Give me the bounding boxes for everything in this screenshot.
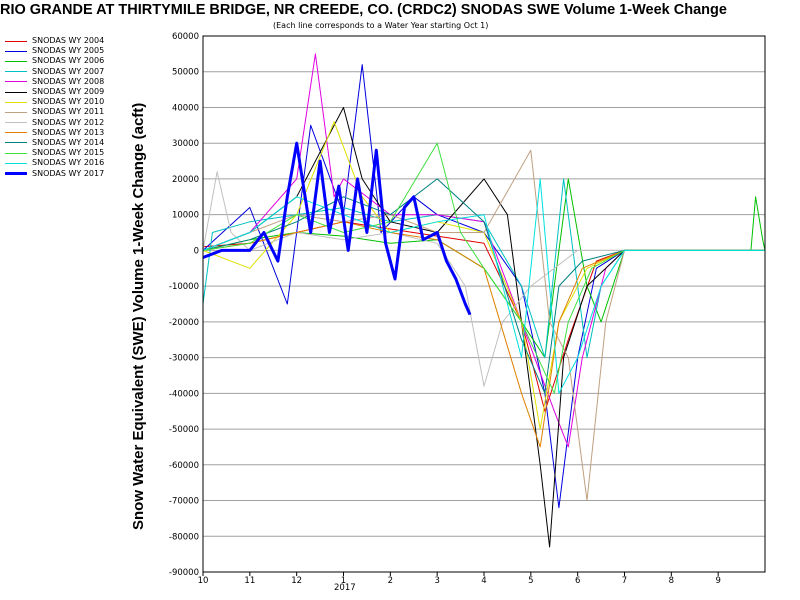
legend: SNODAS WY 2004 SNODAS WY 2005 SNODAS WY 20… [0, 36, 130, 179]
x-tick-label: 10 [198, 576, 209, 586]
x-year-label: 2017 [334, 583, 356, 593]
legend-item: SNODAS WY 2012 [0, 118, 130, 128]
legend-label: SNODAS WY 2011 [32, 107, 105, 117]
y-tick-labels: 60000 50000 40000 30000 20000 10000 0 -10000 -20… [169, 32, 199, 578]
legend-swatch [5, 162, 27, 164]
chart-title: RIO GRANDE AT THIRTYMILE BRIDGE, NR CREE… [0, 2, 727, 18]
legend-item: SNODAS WY 2007 [0, 67, 130, 77]
legend-swatch [5, 50, 27, 52]
y-tick-label: 20000 [172, 175, 199, 185]
legend-item: SNODAS WY 2006 [0, 56, 130, 66]
legend-label: SNODAS WY 2012 [32, 117, 105, 127]
x-tick-labels: 10 11 12 1 2 3 4 5 6 7 8 9 [198, 576, 721, 586]
legend-swatch [5, 91, 27, 93]
legend-swatch [5, 101, 27, 103]
plot-frame [202, 35, 766, 573]
y-tick-label: -80000 [169, 532, 199, 542]
x-tick-label: 8 [669, 576, 674, 586]
legend-swatch [5, 111, 27, 113]
legend-item: SNODAS WY 2014 [0, 138, 130, 148]
y-tick-label: -50000 [169, 425, 199, 435]
legend-swatch [5, 60, 27, 62]
series-line [202, 178, 765, 394]
legend-swatch [5, 172, 27, 176]
x-tick-label: 1 [341, 576, 346, 586]
legend-item: SNODAS WY 2016 [0, 158, 130, 168]
legend-label: SNODAS WY 2017 [32, 168, 105, 178]
y-tick-label: -30000 [169, 354, 199, 364]
gridlines [202, 35, 765, 576]
legend-label: SNODAS WY 2010 [32, 97, 105, 107]
legend-label: SNODAS WY 2008 [32, 76, 105, 86]
legend-swatch [5, 81, 27, 83]
legend-label: SNODAS WY 2004 [32, 36, 105, 46]
legend-item: SNODAS WY 2009 [0, 87, 130, 97]
y-tick-label: 60000 [172, 32, 199, 42]
x-tick-label: 3 [434, 576, 439, 586]
legend-swatch [5, 142, 27, 144]
legend-item: SNODAS WY 2005 [0, 46, 130, 56]
legend-label: SNODAS WY 2009 [32, 87, 105, 97]
y-tick-label: 10000 [172, 211, 199, 221]
series-line [202, 149, 765, 501]
x-tick-label: 4 [481, 576, 486, 586]
x-tick-label: 6 [575, 576, 580, 586]
plot-area [203, 36, 765, 572]
legend-label: SNODAS WY 2015 [32, 148, 105, 158]
x-tick-label: 9 [715, 576, 720, 586]
y-tick-label: 30000 [172, 139, 199, 149]
x-tick-label: 11 [244, 576, 255, 586]
legend-swatch [5, 152, 27, 154]
legend-item: SNODAS WY 2010 [0, 97, 130, 107]
legend-label: SNODAS WY 2005 [32, 46, 105, 56]
legend-label: SNODAS WY 2006 [32, 56, 105, 66]
legend-label: SNODAS WY 2007 [32, 66, 105, 76]
y-tick-label: -90000 [169, 568, 199, 578]
legend-swatch [5, 40, 27, 42]
legend-item: SNODAS WY 2017 [0, 168, 130, 178]
legend-item: SNODAS WY 2011 [0, 107, 130, 117]
series-line [202, 142, 765, 394]
x-tick-label: 5 [528, 576, 533, 586]
y-tick-label: 40000 [172, 103, 199, 113]
legend-item: SNODAS WY 2008 [0, 77, 130, 87]
y-tick-label: -20000 [169, 318, 199, 328]
chart-subtitle: (Each line corresponds to a Water Year s… [273, 21, 489, 30]
series-lines [202, 53, 766, 548]
legend-swatch [5, 71, 27, 73]
series-line [202, 171, 765, 387]
series-line [202, 107, 765, 548]
legend-swatch [5, 122, 27, 124]
legend-label: SNODAS WY 2014 [32, 137, 105, 147]
legend-label: SNODAS WY 2013 [32, 127, 105, 137]
y-axis-label: Snow Water Equivalent (SWE) Volume 1-Wee… [130, 102, 147, 530]
series-line [202, 141, 472, 316]
y-tick-label: -40000 [169, 389, 199, 399]
y-tick-label: -70000 [169, 497, 199, 507]
y-tick-label: -60000 [169, 461, 199, 471]
x-tick-label: 7 [622, 576, 627, 586]
legend-label: SNODAS WY 2016 [32, 158, 105, 168]
y-tick-label: 0 [194, 246, 199, 256]
legend-item: SNODAS WY 2015 [0, 148, 130, 158]
legend-item: SNODAS WY 2013 [0, 128, 130, 138]
x-tick-label: 2 [388, 576, 393, 586]
y-tick-label: 50000 [172, 68, 199, 78]
legend-item: SNODAS WY 2004 [0, 36, 130, 46]
y-tick-label: -10000 [169, 282, 199, 292]
legend-swatch [5, 132, 27, 134]
x-tick-label: 12 [291, 576, 302, 586]
